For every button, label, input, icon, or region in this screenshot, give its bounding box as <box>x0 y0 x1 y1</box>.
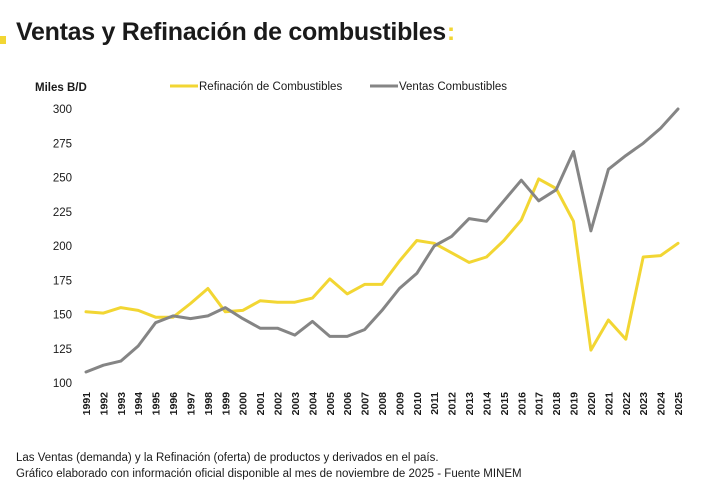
x-tick-label: 2004 <box>307 392 319 416</box>
x-tick-label: 2001 <box>255 392 267 416</box>
x-axis-ticks: 1991 1992 1993 1994 1995 1996 1997 1998 1999 2000… <box>81 392 685 416</box>
x-tick-label: 1994 <box>133 392 145 416</box>
x-tick-label: 2019 <box>569 392 581 416</box>
x-tick-label: 2008 <box>377 392 389 416</box>
y-tick-label: 125 <box>53 344 72 356</box>
series-lines <box>84 107 680 374</box>
series-line-ventas <box>84 107 680 374</box>
x-tick-label: 2014 <box>481 392 493 416</box>
footnote-line-2: Gráfico elaborado con información oficia… <box>16 468 522 480</box>
x-tick-label: 1999 <box>220 392 232 416</box>
y-tick-label: 100 <box>53 378 72 390</box>
x-tick-label: 2015 <box>499 392 511 416</box>
y-tick-label: 300 <box>53 104 72 116</box>
x-tick-label: 2000 <box>238 392 250 416</box>
page-title: Ventas y Refinación de combustibles <box>16 17 446 46</box>
y-axis-label: Miles B/D <box>35 82 87 94</box>
y-axis-ticks: 100 125 150 175 200 225 250 275 300 <box>53 104 72 390</box>
legend: Refinación de Combustibles Ventas Combust… <box>170 81 507 93</box>
x-tick-label: 2023 <box>638 392 650 416</box>
x-tick-label: 2016 <box>516 392 528 416</box>
title-bar: Ventas y Refinación de combustibles : <box>0 12 455 52</box>
y-tick-label: 200 <box>53 241 72 253</box>
x-tick-label: 2020 <box>586 392 598 416</box>
title-colon: : <box>446 17 456 46</box>
x-tick-label: 1992 <box>98 392 110 416</box>
y-tick-label: 275 <box>53 138 72 150</box>
footnote: Las Ventas (demanda) y la Refinación (of… <box>16 450 522 482</box>
x-tick-label: 1991 <box>81 392 93 416</box>
x-tick-label: 1993 <box>116 392 128 416</box>
legend-label: Refinación de Combustibles <box>199 81 342 93</box>
x-tick-label: 2018 <box>551 392 563 416</box>
x-tick-label: 2002 <box>273 392 285 416</box>
footnote-line-1: Las Ventas (demanda) y la Refinación (of… <box>16 452 439 464</box>
y-tick-label: 225 <box>53 207 72 219</box>
legend-label: Ventas Combustibles <box>399 81 507 93</box>
y-tick-label: 150 <box>53 310 72 322</box>
x-tick-label: 2025 <box>673 392 685 416</box>
series-line-refinacion <box>84 177 680 352</box>
x-tick-label: 2013 <box>464 392 476 416</box>
x-tick-label: 2010 <box>412 392 424 416</box>
x-tick-label: 1995 <box>151 392 163 416</box>
x-tick-label: 2021 <box>603 392 615 416</box>
x-tick-label: 1998 <box>203 392 215 416</box>
x-tick-label: 2003 <box>290 392 302 416</box>
x-tick-label: 2012 <box>447 392 459 416</box>
x-tick-label: 1996 <box>168 392 180 416</box>
x-tick-label: 2007 <box>360 392 372 416</box>
y-tick-label: 175 <box>53 275 72 287</box>
x-tick-label: 2009 <box>394 392 406 416</box>
x-tick-label: 2017 <box>534 392 546 416</box>
x-tick-label: 2022 <box>621 392 633 416</box>
x-tick-label: 2011 <box>429 392 441 415</box>
x-tick-label: 2024 <box>656 392 668 416</box>
x-tick-label: 1997 <box>185 392 197 416</box>
x-tick-label: 2006 <box>342 392 354 416</box>
x-tick-label: 2005 <box>325 392 337 416</box>
accent-mark <box>0 36 6 44</box>
y-tick-label: 250 <box>53 173 72 185</box>
